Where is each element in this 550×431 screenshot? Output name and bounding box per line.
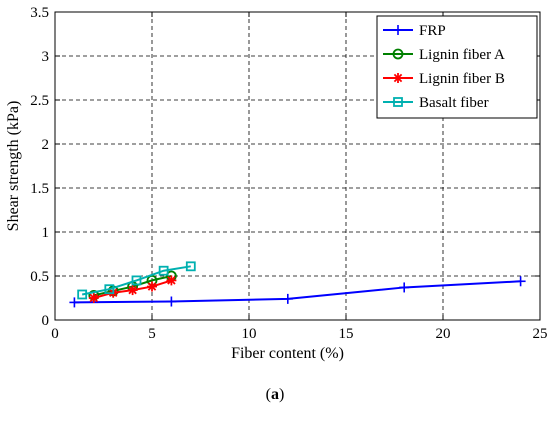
y-tick-label: 0 <box>42 313 50 329</box>
x-axis-label: Fiber content (%) <box>231 345 344 362</box>
data-point <box>127 285 138 296</box>
legend-label: FRP <box>419 23 446 39</box>
legend-marker <box>393 97 403 107</box>
series-group <box>69 261 526 308</box>
data-point <box>158 265 169 276</box>
caption-letter: a <box>271 386 279 403</box>
data-point <box>147 281 157 292</box>
legend-item: Basalt fiber <box>383 95 489 111</box>
x-tick-label: 15 <box>339 326 354 342</box>
legend-item: Lignin fiber A <box>383 47 505 63</box>
y-tick-label: 1 <box>42 225 50 241</box>
axis-ticks: 0 5 10 15 20 25 0 0.5 1 1.5 2 2.5 3 3.5 <box>30 5 547 342</box>
data-point <box>88 293 99 303</box>
series-0 <box>69 276 526 308</box>
legend-item: Lignin fiber B <box>383 71 505 87</box>
data-point <box>69 297 80 308</box>
data-point <box>131 275 142 286</box>
legend-marker <box>393 73 403 83</box>
y-tick-label: 1.5 <box>30 181 49 197</box>
x-tick-label: 10 <box>242 326 257 342</box>
y-tick-label: 3.5 <box>30 5 49 21</box>
legend-label: Lignin fiber B <box>419 71 505 87</box>
y-axis-label: Shear strength (kPa) <box>5 101 22 232</box>
x-tick-label: 5 <box>148 326 156 342</box>
data-point <box>399 282 410 293</box>
x-tick-label: 25 <box>533 326 548 342</box>
data-point <box>185 261 196 272</box>
legend-label: Basalt fiber <box>419 95 489 111</box>
legend-marker <box>392 48 404 60</box>
x-tick-label: 20 <box>436 326 451 342</box>
y-tick-label: 2.5 <box>30 93 49 109</box>
legend-marker <box>393 25 403 35</box>
legend-item: FRP <box>383 23 446 39</box>
data-point <box>104 284 115 295</box>
series-line <box>81 265 191 296</box>
data-point <box>77 289 88 300</box>
caption-open: ( <box>265 386 271 403</box>
caption-close: ) <box>279 386 285 403</box>
data-point <box>166 296 177 307</box>
data-point <box>515 276 526 287</box>
figure-caption: (a) <box>0 386 550 404</box>
data-point <box>282 293 293 304</box>
legend: FRP Lignin fiber A Lignin fiber B Basalt fi… <box>376 15 538 119</box>
plot-area <box>54 11 541 321</box>
data-point <box>166 275 177 286</box>
y-tick-label: 3 <box>42 49 50 65</box>
y-tick-label: 2 <box>42 137 50 153</box>
x-tick-label: 0 <box>51 326 59 342</box>
y-tick-label: 0.5 <box>30 269 49 285</box>
series-3 <box>77 261 196 300</box>
legend-label: Lignin fiber A <box>419 47 505 63</box>
